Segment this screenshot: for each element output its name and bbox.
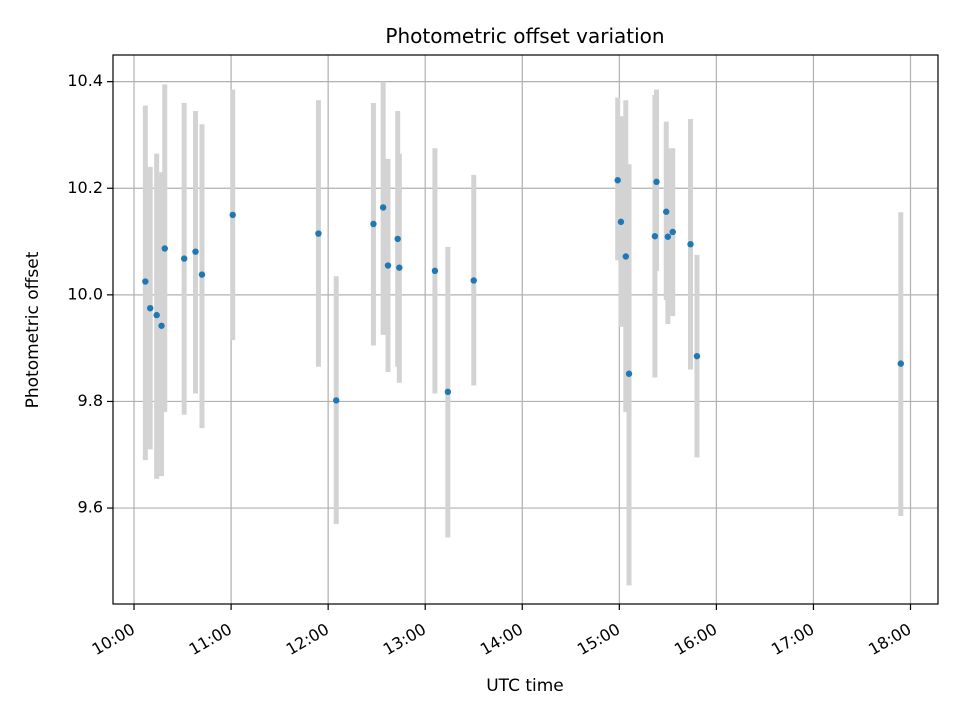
data-point <box>153 311 160 319</box>
y-tick-label: 9.6 <box>78 498 103 517</box>
y-tick-label: 10.2 <box>67 178 103 197</box>
data-point <box>651 233 659 240</box>
plot-area-frame <box>112 54 939 605</box>
data-point <box>444 388 452 396</box>
data-point <box>653 178 660 186</box>
data-point <box>333 397 340 404</box>
data-point <box>431 267 439 275</box>
y-tick-label: 10.4 <box>67 71 103 90</box>
y-axis-label: Photometric offset <box>23 251 43 408</box>
data-point <box>664 233 672 240</box>
data-point <box>470 277 477 284</box>
y-tick-label: 10.0 <box>67 284 103 303</box>
data-point <box>147 304 154 312</box>
x-axis-label: UTC time <box>486 676 564 696</box>
y-tick-label: 9.8 <box>78 391 103 410</box>
data-point <box>384 262 392 269</box>
data-point <box>379 204 387 211</box>
data-point <box>622 253 629 260</box>
data-point <box>315 230 322 237</box>
data-point <box>396 264 403 271</box>
data-point <box>192 248 199 255</box>
data-point <box>693 352 701 360</box>
chart-title: Photometric offset variation <box>385 24 664 48</box>
data-point <box>180 255 188 262</box>
data-point <box>161 245 168 252</box>
data-point <box>625 370 633 377</box>
data-point <box>370 220 377 228</box>
y-axis: 9.6 9.8 10.0 10.2 10.4 <box>67 71 113 517</box>
data-point <box>687 241 694 248</box>
data-point <box>158 322 165 329</box>
data-point <box>897 360 904 367</box>
grid <box>113 55 938 604</box>
data-point <box>198 271 206 278</box>
data-point <box>142 278 149 285</box>
data-point <box>669 228 676 236</box>
data-point <box>394 235 401 243</box>
data-point <box>229 211 236 219</box>
data-point <box>617 218 625 226</box>
data-points <box>142 177 904 404</box>
data-point <box>663 208 670 215</box>
data-point <box>614 177 621 184</box>
